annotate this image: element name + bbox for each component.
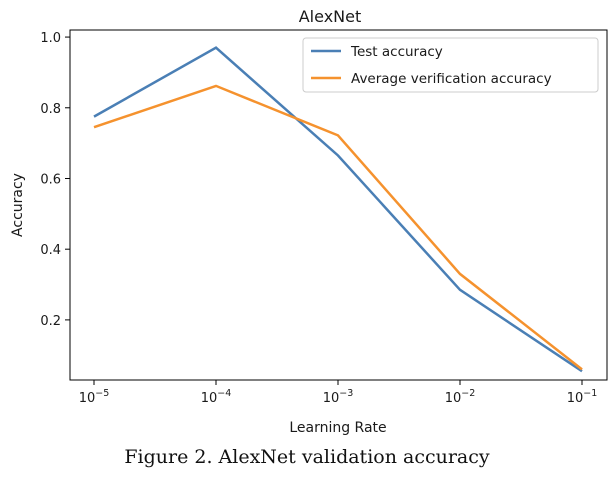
x-tick-exponent: −3 [339,388,353,399]
y-tick-label: 0.6 [40,172,61,187]
y-axis-label: Accuracy [10,173,26,237]
x-axis-ticks: 10−5 10−4 10−3 10−2 10−1 [79,380,598,406]
legend: Test accuracy Average verification accur… [302,37,599,93]
figure-caption: Figure 2. AlexNet validation accuracy [124,446,490,468]
x-tick-base: 10 [201,391,218,406]
series-line-1 [93,84,583,371]
legend-label-average-verification-accuracy: Average verification accuracy [351,71,552,87]
y-tick-label: 0.4 [40,243,61,258]
y-tick-label: 1.0 [40,31,61,46]
x-tick-label: 10−4 [201,388,232,406]
x-tick-label: 10−3 [323,388,354,406]
x-tick-base: 10 [445,391,462,406]
x-tick-exponent: −1 [583,388,597,399]
x-tick-label: 10−1 [567,388,598,406]
legend-label-test-accuracy: Test accuracy [350,44,443,60]
y-tick-label: 0.8 [40,102,61,117]
legend-box [302,37,599,93]
series-line-0 [93,46,583,373]
series-lines [93,46,583,373]
y-tick-label: 0.2 [40,314,61,329]
chart-title: AlexNet [299,7,362,26]
x-tick-base: 10 [323,391,340,406]
x-tick-exponent: −2 [461,388,475,399]
x-tick-label: 10−2 [445,388,476,406]
x-tick-exponent: −5 [95,388,109,399]
x-tick-base: 10 [79,391,96,406]
x-tick-label: 10−5 [79,388,110,406]
y-axis-ticks: 0.2 0.4 0.6 0.8 1.0 [40,31,70,329]
x-tick-exponent: −4 [217,388,231,399]
x-axis-label: Learning Rate [289,420,386,436]
x-tick-base: 10 [567,391,584,406]
